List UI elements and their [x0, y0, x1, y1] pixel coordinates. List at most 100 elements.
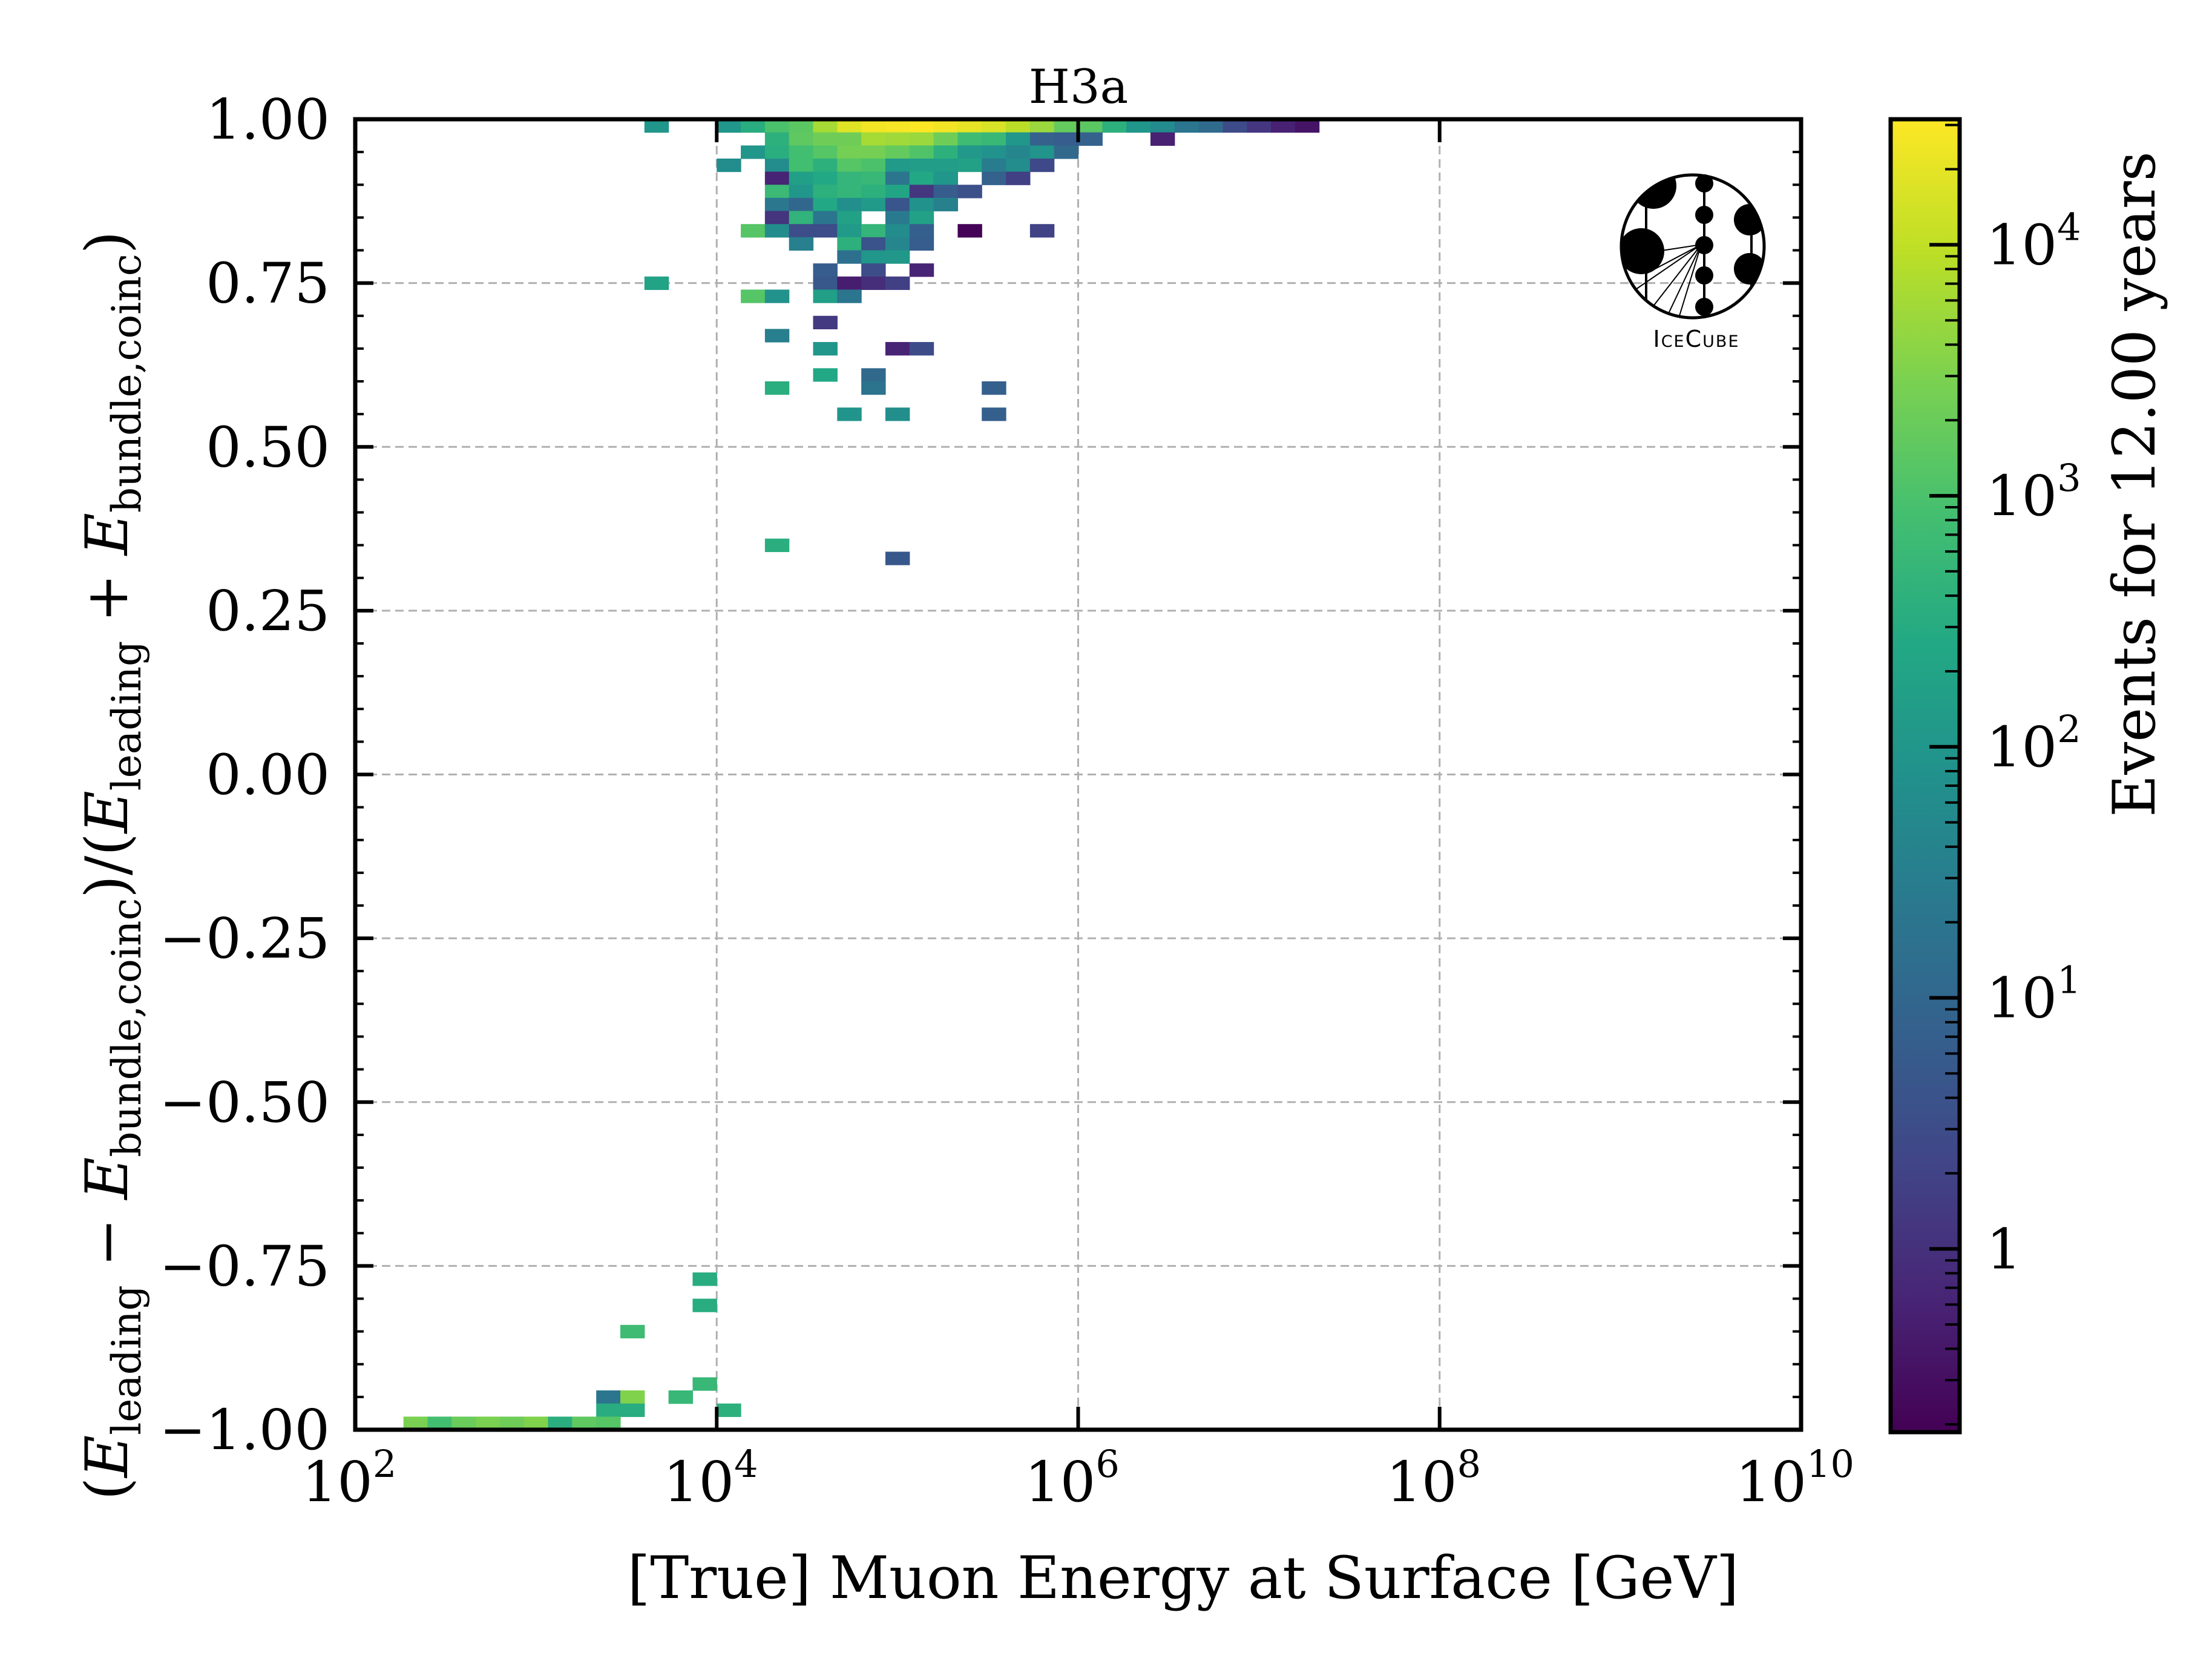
heatmap-cell — [982, 381, 1006, 395]
heatmap-cell — [1198, 119, 1223, 133]
x-tick-exp: 2 — [373, 1442, 396, 1486]
heatmap-cell — [789, 145, 814, 159]
heatmap-cell — [1029, 119, 1055, 133]
heatmap-cell — [813, 342, 838, 356]
y-label-open: ( — [73, 1478, 141, 1500]
heatmap-cell — [909, 145, 934, 159]
y-label-sub3: leading — [103, 641, 150, 791]
heatmap-cell — [861, 368, 886, 382]
x-tick-base: 10 — [663, 1450, 734, 1514]
heatmap-cell — [909, 237, 934, 251]
colorbar-tick-label: 102 — [1986, 707, 2081, 780]
heatmap-cell — [837, 171, 862, 185]
y-tick-label: 0.50 — [206, 415, 330, 479]
heatmap-cell — [427, 1416, 452, 1430]
heatmap-cell — [572, 1416, 597, 1430]
y-tick-label: 1.00 — [206, 87, 330, 152]
heatmap-cell — [909, 171, 934, 185]
heatmap-cell — [717, 1403, 741, 1417]
y-label-minus: − — [73, 1200, 141, 1285]
heatmap-cell — [789, 171, 814, 185]
heatmap-cell — [644, 276, 669, 291]
y-tick-label: 0.00 — [206, 743, 330, 807]
heatmap-cell — [596, 1390, 621, 1404]
x-tick-label: 104 — [663, 1442, 758, 1514]
heatmap-cell — [403, 1416, 428, 1430]
heatmap-cell — [861, 158, 886, 173]
heatmap-cell — [741, 289, 766, 303]
heatmap-cell — [789, 119, 814, 133]
x-tick-base: 10 — [1386, 1450, 1457, 1514]
heatmap-cell — [813, 224, 838, 238]
heatmap-cell — [789, 158, 814, 173]
heatmap-cell — [668, 1390, 694, 1404]
heatmap-cell — [1102, 119, 1127, 133]
logo-dom-icon — [1695, 206, 1713, 224]
heatmap-cell — [1126, 119, 1151, 133]
heatmap-cell — [813, 263, 838, 277]
heatmap-cell — [764, 171, 790, 185]
heatmap-cell — [885, 171, 910, 185]
heatmap-cell — [861, 132, 886, 146]
heatmap-cell — [837, 132, 862, 146]
heatmap-cell — [764, 158, 790, 173]
colorbar-frame — [1888, 117, 1962, 1435]
heatmap-cell — [982, 171, 1006, 185]
heatmap-cell — [933, 132, 959, 146]
heatmap-cell — [837, 211, 862, 225]
heatmap-cell — [764, 538, 790, 553]
heatmap-cell — [813, 145, 838, 159]
heatmap-cell — [885, 551, 910, 565]
heatmap-cell — [741, 145, 766, 159]
heatmap-cell — [1029, 224, 1055, 238]
heatmap-cell — [885, 276, 910, 291]
heatmap-cell — [764, 197, 790, 212]
heatmap-cell — [789, 211, 814, 225]
y-label-sub4: bundle,coinc — [103, 254, 150, 513]
heatmap-cell — [982, 119, 1006, 133]
heatmap-cell — [813, 185, 838, 199]
heatmap-cell — [789, 224, 814, 238]
heatmap-cell — [957, 132, 982, 146]
colorbar-tick-base: 10 — [1986, 212, 2057, 277]
heatmap-cell — [909, 342, 934, 356]
heatmap-cell — [764, 211, 790, 225]
heatmap-cell — [764, 132, 790, 146]
colorbar-gradient — [1891, 119, 1960, 1432]
heatmap-cell — [861, 185, 886, 199]
colorbar-tick-base: 10 — [1986, 966, 2057, 1031]
heatmap-cell — [451, 1416, 476, 1430]
x-tick-label: 102 — [302, 1442, 397, 1514]
heatmap-cell — [764, 185, 790, 199]
heatmap-cell — [885, 145, 910, 159]
heatmap-cell — [741, 224, 766, 238]
x-tick-labels: 102 104 106 108 1010 — [302, 1442, 1854, 1514]
heatmap-cell — [789, 197, 814, 212]
heatmap-cell — [861, 197, 886, 212]
heatmap-cell — [789, 132, 814, 146]
heatmap-cell — [813, 276, 838, 291]
x-tick-base: 10 — [302, 1450, 373, 1514]
heatmap-cell — [933, 119, 959, 133]
logo-dom-icon — [1695, 266, 1713, 284]
heatmap-cell — [933, 145, 959, 159]
heatmap-cell — [861, 119, 886, 133]
x-tick-exp: 6 — [1095, 1442, 1119, 1486]
y-label-e1: E — [73, 1435, 141, 1479]
y-tick-labels: 1.00 0.75 0.50 0.25 0.00 −0.25 −0.50 −0.75 −1.00 — [159, 87, 330, 1462]
heatmap-cell — [909, 119, 934, 133]
icecube-logo: IceCube — [1620, 173, 1766, 352]
heatmap-cell — [692, 1377, 717, 1391]
logo-text: IceCube — [1653, 326, 1740, 352]
heatmap-cell — [861, 276, 886, 291]
colorbar-tick-exp: 1 — [2057, 958, 2081, 1002]
heatmap-cell — [861, 237, 886, 251]
y-label-e4: E — [73, 513, 141, 556]
colorbar-tick-base: 1 — [1986, 1217, 2022, 1281]
colorbar-tick-exp: 3 — [2057, 456, 2081, 500]
heatmap-cell — [717, 158, 741, 173]
colorbar-tick-exp: 2 — [2057, 707, 2081, 751]
heatmap-cell — [499, 1416, 525, 1430]
heatmap-cell — [523, 1416, 549, 1430]
heatmap-cell — [885, 224, 910, 238]
